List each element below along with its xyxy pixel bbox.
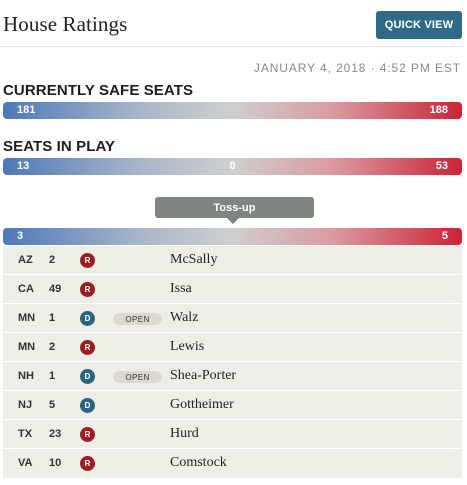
table-row[interactable]: MN 1 D OPEN Walz (3, 304, 462, 333)
party-badge: D (80, 369, 95, 384)
tossup-dem-count: 3 (17, 230, 24, 242)
party-badge: R (80, 253, 95, 268)
table-row[interactable]: NJ 5 D Gottheimer (3, 391, 462, 420)
incumbent-name: Shea-Porter (170, 368, 237, 383)
district-number: 1 (49, 370, 56, 382)
table-row[interactable]: VA 10 R Comstock (3, 449, 462, 478)
party-badge: R (80, 456, 95, 471)
district-number: 49 (49, 283, 62, 295)
district-number: 10 (49, 457, 62, 469)
timestamp: JANUARY 4, 2018 · 4:52 PM EST (253, 61, 461, 75)
district-number: 2 (49, 254, 56, 266)
safe-seats-label: CURRENTLY SAFE SEATS (3, 82, 194, 99)
table-row[interactable]: NH 1 D OPEN Shea-Porter (3, 362, 462, 391)
party-badge: D (80, 311, 95, 326)
party-badge: D (80, 398, 95, 413)
tossup-rep-count: 5 (441, 230, 448, 242)
table-row[interactable]: CA 49 R Issa (3, 275, 462, 304)
state-code: TX (18, 428, 33, 440)
table-row[interactable]: AZ 2 R McSally (3, 246, 462, 275)
state-code: MN (18, 341, 36, 353)
incumbent-name: Gottheimer (170, 397, 234, 412)
party-badge: R (80, 340, 95, 355)
seats-in-play-bar: 13 0 53 (3, 158, 462, 175)
header-divider (0, 46, 463, 47)
quick-view-button[interactable]: QUICK VIEW (376, 11, 462, 39)
incumbent-name: Lewis (170, 339, 205, 354)
table-row[interactable]: TX 23 R Hurd (3, 420, 462, 449)
incumbent-name: Issa (170, 281, 192, 296)
incumbent-name: Hurd (170, 426, 199, 441)
state-code: MN (18, 312, 36, 324)
seats-in-play-label: SEATS IN PLAY (3, 138, 116, 155)
district-number: 2 (49, 341, 56, 353)
in-play-rep-count: 53 (435, 160, 448, 172)
party-badge: R (80, 427, 95, 442)
incumbent-name: Comstock (170, 455, 227, 470)
party-badge: R (80, 282, 95, 297)
table-row[interactable]: MN 2 R Lewis (3, 333, 462, 362)
safe-seats-bar: 181 188 (3, 102, 462, 119)
district-number: 5 (49, 399, 56, 411)
state-code: NJ (18, 399, 33, 411)
incumbent-name: Walz (170, 310, 199, 325)
race-table: AZ 2 R McSally CA 49 R Issa MN 1 D OPEN Walz MN 2 R Lewi… (3, 246, 462, 478)
state-code: VA (18, 457, 33, 469)
safe-seats-dem-count: 181 (17, 104, 36, 116)
safe-seats-rep-count: 188 (429, 104, 448, 116)
district-number: 23 (49, 428, 62, 440)
district-number: 1 (49, 312, 56, 324)
incumbent-name: McSally (170, 252, 218, 267)
state-code: AZ (18, 254, 33, 266)
tossup-bar[interactable]: 3 5 (3, 228, 462, 245)
in-play-dem-count: 13 (17, 160, 30, 172)
tossup-tooltip: Toss-up (155, 197, 314, 224)
open-seat-badge: OPEN (113, 371, 162, 383)
state-code: NH (18, 370, 34, 382)
in-play-mid-count: 0 (229, 160, 236, 172)
state-code: CA (18, 283, 34, 295)
page-title: House Ratings (3, 12, 128, 36)
open-seat-badge: OPEN (113, 313, 162, 325)
